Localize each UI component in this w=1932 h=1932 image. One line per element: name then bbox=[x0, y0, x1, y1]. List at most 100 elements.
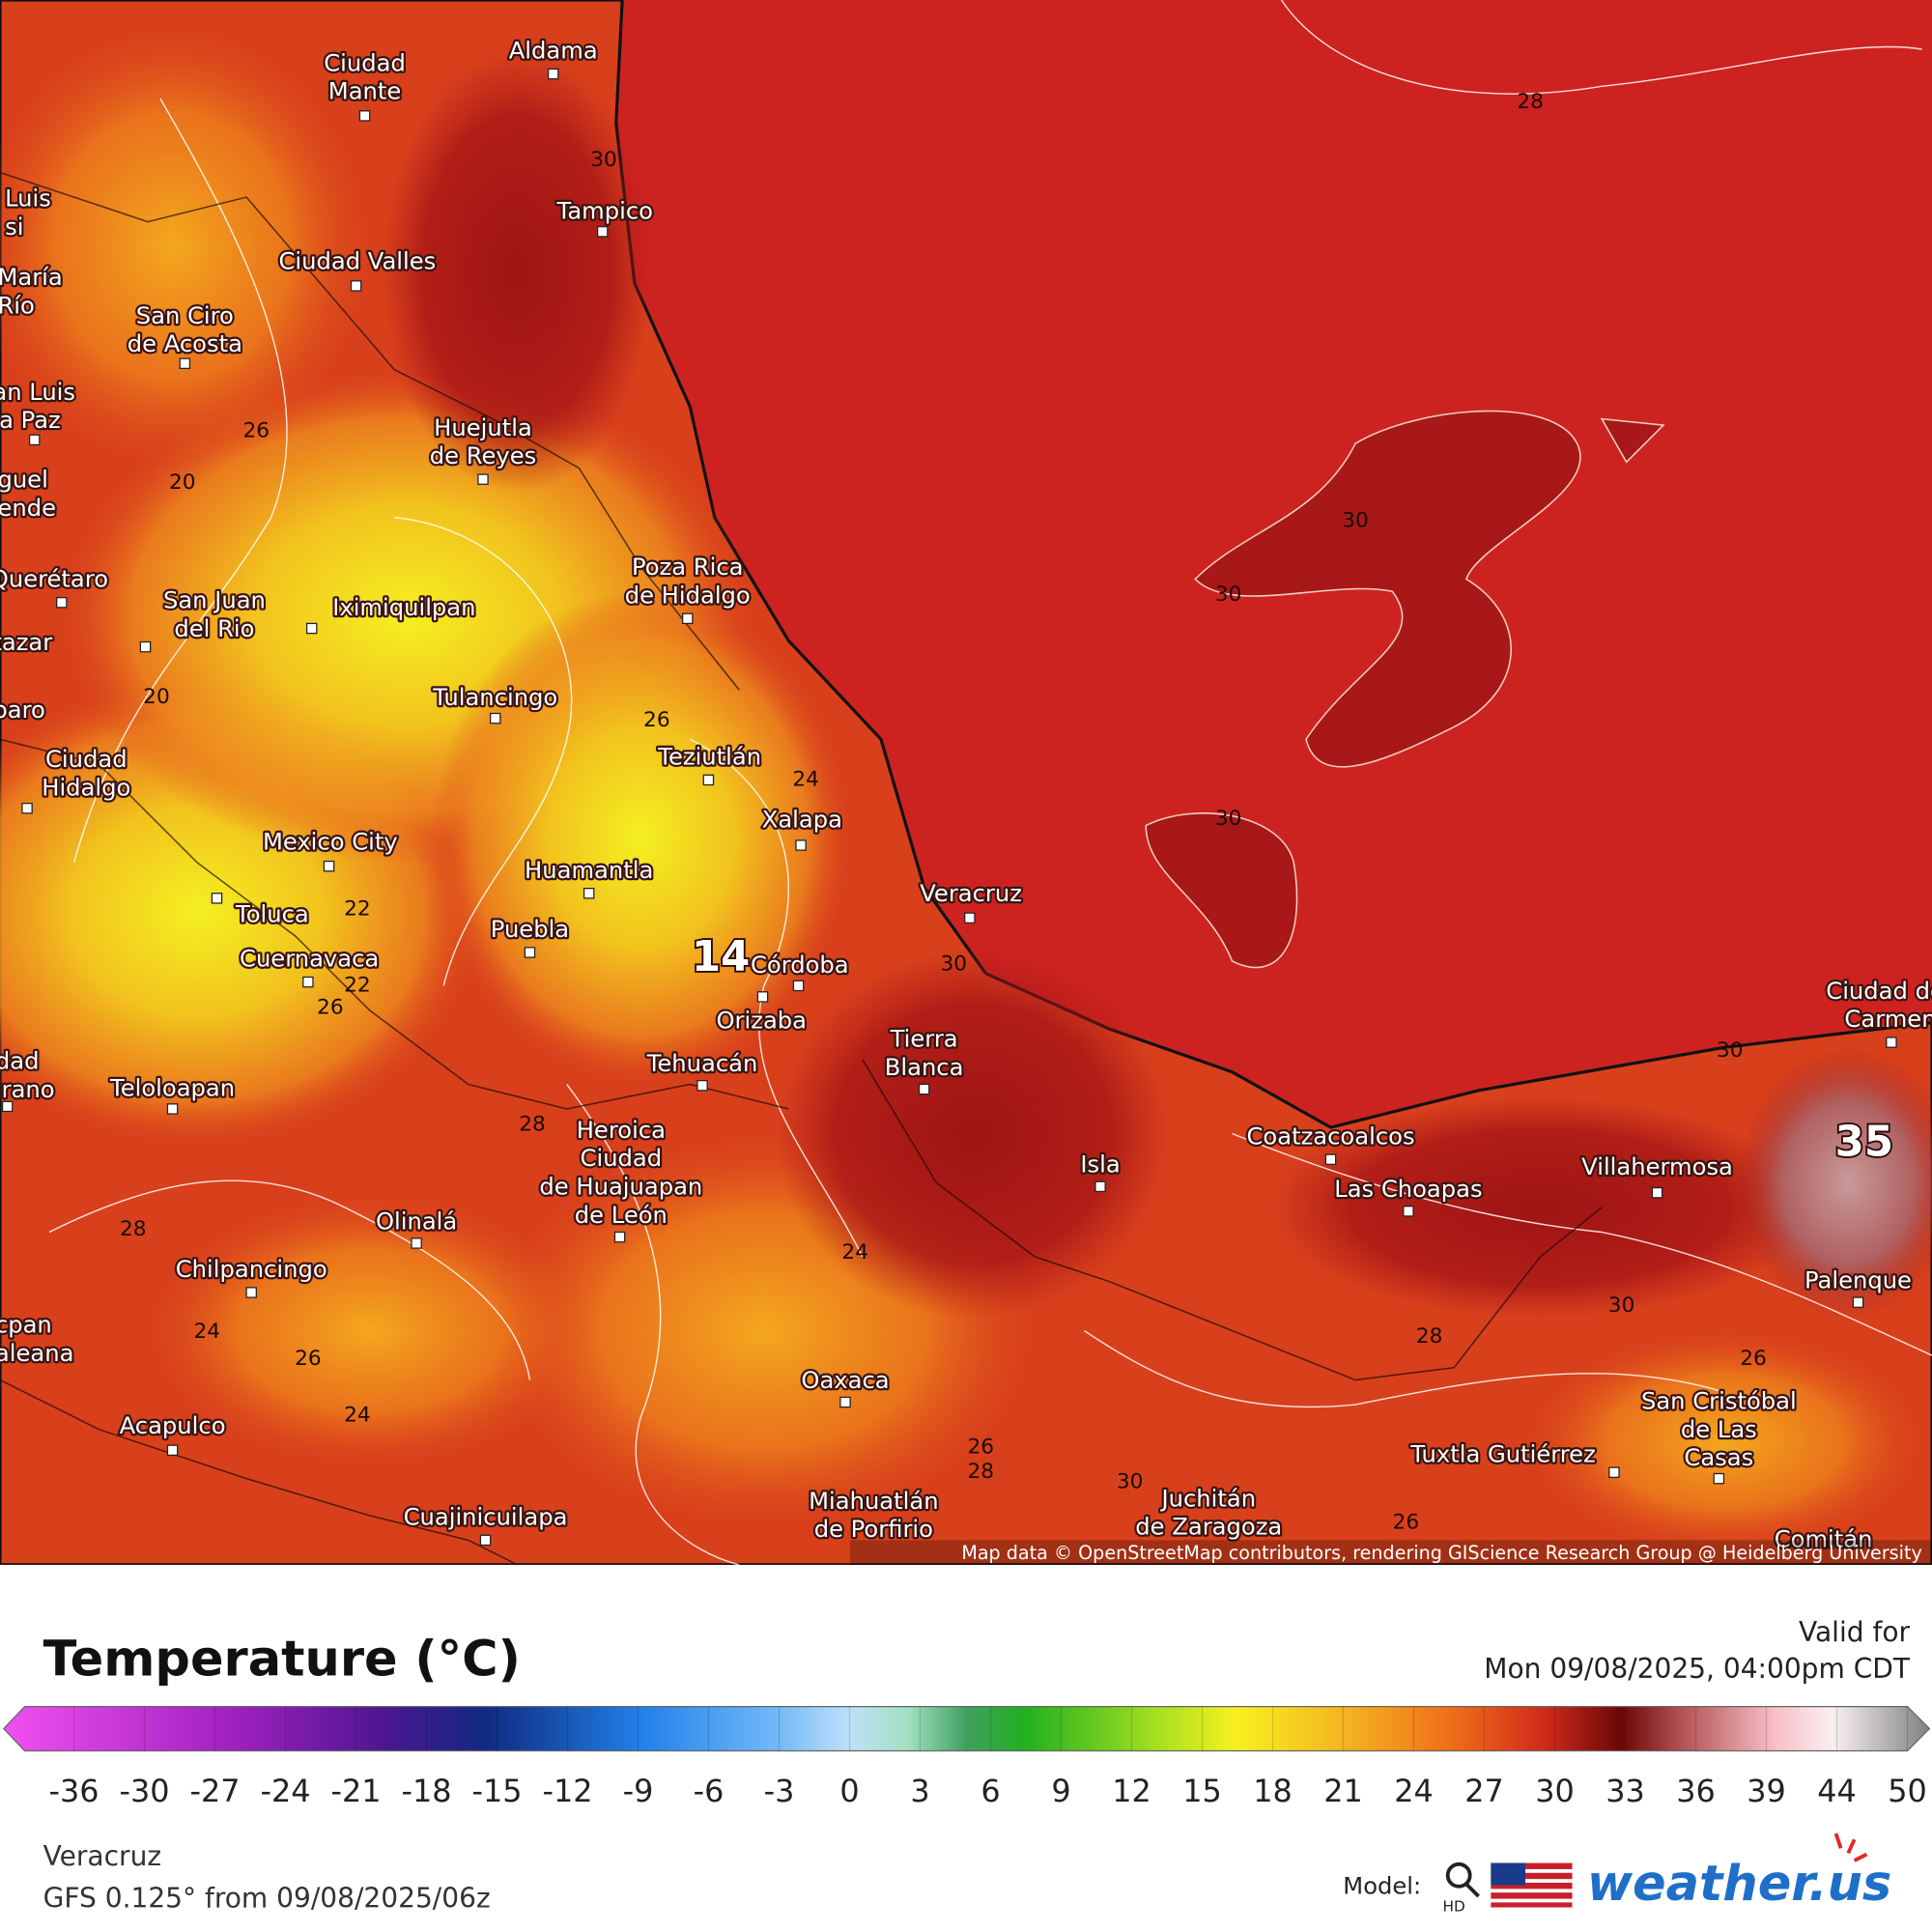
city-marker[interactable] bbox=[613, 1231, 626, 1243]
city-label[interactable]: Mexico City bbox=[261, 826, 400, 857]
city-label[interactable]: aleana bbox=[0, 1338, 76, 1369]
city-label[interactable]: Córdoba bbox=[749, 950, 851, 980]
city-label[interactable]: Las Choapas bbox=[1332, 1174, 1485, 1205]
city-label[interactable]: de Reyes bbox=[428, 440, 539, 471]
city-marker[interactable] bbox=[1608, 1466, 1620, 1478]
city-label[interactable]: del Rio bbox=[172, 613, 257, 644]
city-label[interactable]: Iximiquilpan bbox=[330, 592, 478, 623]
city-label[interactable]: Palenque bbox=[1803, 1264, 1914, 1295]
city-label[interactable]: Acapulco bbox=[117, 1410, 227, 1441]
city-label[interactable]: guel bbox=[0, 464, 50, 495]
city-label[interactable]: irano bbox=[0, 1074, 57, 1105]
city-label[interactable]: an Luis bbox=[0, 377, 77, 408]
city-marker[interactable] bbox=[302, 976, 314, 988]
city-marker[interactable] bbox=[1, 1100, 14, 1113]
city-label[interactable]: de Acosta bbox=[125, 328, 244, 359]
city-label[interactable]: de Porfirio bbox=[811, 1514, 935, 1545]
city-label[interactable]: Río bbox=[0, 290, 37, 321]
city-label[interactable]: tazar bbox=[0, 627, 54, 658]
city-label[interactable]: de León bbox=[573, 1200, 670, 1231]
city-marker[interactable] bbox=[490, 712, 501, 724]
city-label[interactable]: Orizaba bbox=[714, 1005, 809, 1036]
city-label[interactable]: Huamantla bbox=[523, 855, 656, 886]
city-marker[interactable] bbox=[547, 68, 559, 80]
city-label[interactable]: Oaxaca bbox=[799, 1365, 892, 1396]
city-label[interactable]: San Cristóbal bbox=[1639, 1385, 1799, 1416]
city-marker[interactable] bbox=[179, 357, 191, 370]
city-label[interactable]: San Juan bbox=[161, 584, 268, 615]
city-marker[interactable] bbox=[166, 1444, 179, 1457]
city-label[interactable]: Juchitán bbox=[1157, 1483, 1258, 1514]
city-marker[interactable] bbox=[756, 991, 769, 1003]
city-marker[interactable] bbox=[479, 1534, 492, 1547]
city-label[interactable]: Toluca bbox=[233, 898, 311, 929]
city-label[interactable]: Ciudad del bbox=[1824, 976, 1932, 1007]
city-label[interactable]: Huejutla bbox=[432, 412, 534, 443]
city-marker[interactable] bbox=[1713, 1472, 1725, 1485]
city-label[interactable]: Chilpancingo bbox=[174, 1254, 329, 1285]
city-label[interactable]: Mante bbox=[327, 75, 404, 106]
city-label[interactable]: de Zaragoza bbox=[1133, 1511, 1284, 1542]
city-marker[interactable] bbox=[358, 110, 371, 122]
city-label[interactable]: paro bbox=[0, 695, 47, 725]
city-label[interactable]: Veracruz bbox=[918, 878, 1024, 909]
city-marker[interactable] bbox=[305, 622, 318, 635]
city-label[interactable]: Casas bbox=[1682, 1442, 1755, 1473]
city-label[interactable]: la Paz bbox=[0, 405, 63, 436]
city-marker[interactable] bbox=[839, 1396, 851, 1408]
city-marker[interactable] bbox=[245, 1287, 257, 1298]
city-marker[interactable] bbox=[166, 1103, 179, 1115]
city-marker[interactable] bbox=[702, 774, 715, 786]
city-label[interactable]: Ciudad bbox=[43, 744, 129, 775]
city-label[interactable]: Poza Rica bbox=[630, 552, 746, 582]
city-label[interactable]: Carmen bbox=[1842, 1004, 1932, 1035]
city-label[interactable]: Miahuatlán bbox=[807, 1486, 941, 1517]
city-marker[interactable] bbox=[28, 434, 41, 446]
city-label[interactable]: Tierra bbox=[887, 1023, 959, 1054]
city-label[interactable]: Tuxtla Gutiérrez bbox=[1407, 1438, 1598, 1469]
city-marker[interactable] bbox=[411, 1237, 422, 1249]
city-label[interactable]: de Huajuapan bbox=[537, 1171, 704, 1202]
city-label[interactable]: de Hidalgo bbox=[622, 580, 753, 611]
city-marker[interactable] bbox=[792, 980, 805, 992]
city-label[interactable]: Ciudad Valles bbox=[276, 245, 438, 276]
city-marker[interactable] bbox=[1651, 1186, 1663, 1199]
city-marker[interactable] bbox=[681, 612, 694, 625]
city-label[interactable]: Aldama bbox=[506, 35, 599, 66]
city-marker[interactable] bbox=[1886, 1037, 1897, 1048]
city-label[interactable]: Villahermosa bbox=[1579, 1151, 1735, 1182]
brand[interactable]: weather.us bbox=[1587, 1856, 1891, 1913]
city-marker[interactable] bbox=[795, 839, 807, 851]
city-label[interactable]: Blanca bbox=[883, 1052, 966, 1083]
city-marker[interactable] bbox=[582, 888, 595, 899]
city-label[interactable]: Cuajinicuilapa bbox=[401, 1501, 569, 1532]
city-label[interactable]: Hidalgo bbox=[40, 772, 133, 803]
city-label[interactable]: Olinalá bbox=[374, 1206, 460, 1236]
city-label[interactable]: Comitán bbox=[1773, 1523, 1875, 1554]
city-label[interactable]: San Ciro bbox=[134, 300, 237, 331]
city-marker[interactable] bbox=[350, 280, 362, 292]
city-marker[interactable] bbox=[21, 802, 33, 814]
city-marker[interactable] bbox=[323, 860, 335, 872]
city-label[interactable]: dad bbox=[0, 1045, 42, 1076]
city-label[interactable]: Xalapa bbox=[760, 804, 845, 835]
city-marker[interactable] bbox=[696, 1079, 708, 1092]
city-label[interactable]: de Las bbox=[1679, 1414, 1759, 1445]
city-marker[interactable] bbox=[524, 947, 536, 958]
city-label[interactable]: María bbox=[0, 262, 65, 293]
city-label[interactable]: Tampico bbox=[554, 195, 655, 226]
city-marker[interactable] bbox=[477, 473, 489, 485]
city-label[interactable]: Ciudad bbox=[322, 47, 408, 78]
city-label[interactable]: Querétaro bbox=[0, 564, 110, 595]
city-marker[interactable] bbox=[139, 640, 152, 653]
city-marker[interactable] bbox=[964, 912, 976, 923]
city-marker[interactable] bbox=[211, 893, 223, 904]
city-marker[interactable] bbox=[1094, 1180, 1106, 1193]
city-label[interactable]: Tulancingo bbox=[430, 682, 559, 713]
city-marker[interactable] bbox=[56, 596, 68, 609]
city-marker[interactable] bbox=[1403, 1206, 1414, 1217]
city-label[interactable]: Teloloapan bbox=[107, 1072, 238, 1103]
city-label[interactable]: si bbox=[3, 212, 26, 242]
city-label[interactable]: ende bbox=[0, 493, 58, 524]
city-label[interactable]: Heroica bbox=[574, 1115, 668, 1146]
